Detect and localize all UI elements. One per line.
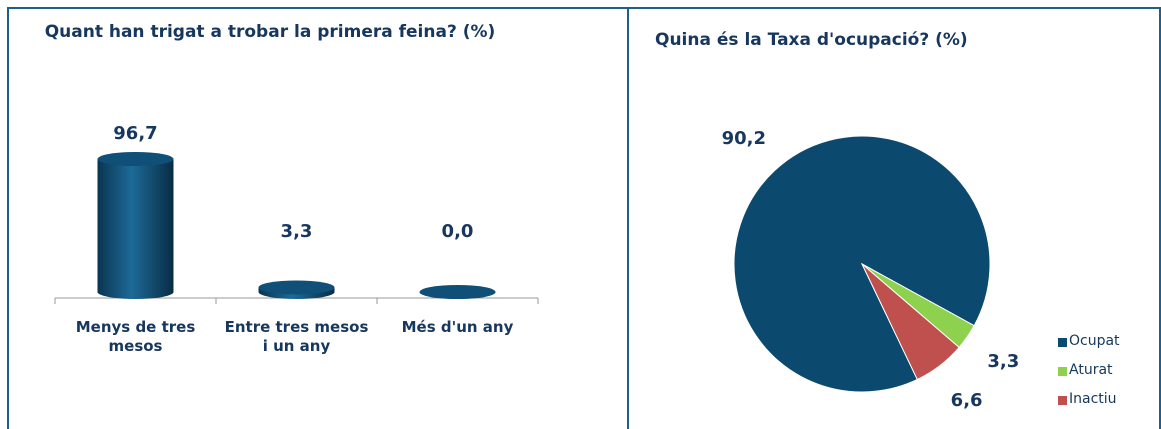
legend-swatch bbox=[1058, 338, 1067, 347]
x-tick-label: Entre tres mesos i un any bbox=[224, 318, 369, 355]
legend-label: Ocupat bbox=[1069, 333, 1120, 349]
x-tick-label: Més d'un any bbox=[401, 318, 514, 336]
pie-slice bbox=[861, 263, 960, 381]
legend-label: Aturat bbox=[1069, 362, 1113, 378]
value-label: 3,3 bbox=[987, 350, 1020, 372]
x-tick-label: Menys de tres mesos bbox=[75, 318, 196, 355]
bar bbox=[97, 152, 174, 299]
bar-title: Quant han trigat a trobar la primera fei… bbox=[44, 22, 496, 42]
legend-swatch bbox=[1058, 367, 1067, 376]
bar bbox=[419, 285, 496, 299]
legend-swatch bbox=[1058, 396, 1067, 405]
value-label: 0,0 bbox=[441, 221, 474, 242]
legend-label: Inactiu bbox=[1069, 391, 1117, 407]
value-label: 3,3 bbox=[280, 221, 313, 242]
value-label: 6,6 bbox=[950, 389, 983, 411]
bar bbox=[258, 280, 335, 299]
value-label: 90,2 bbox=[721, 128, 767, 150]
pie-title: Quina és la Taxa d'ocupació? (%) bbox=[655, 30, 968, 50]
right-panel bbox=[627, 7, 1161, 429]
value-label: 96,7 bbox=[113, 123, 158, 144]
